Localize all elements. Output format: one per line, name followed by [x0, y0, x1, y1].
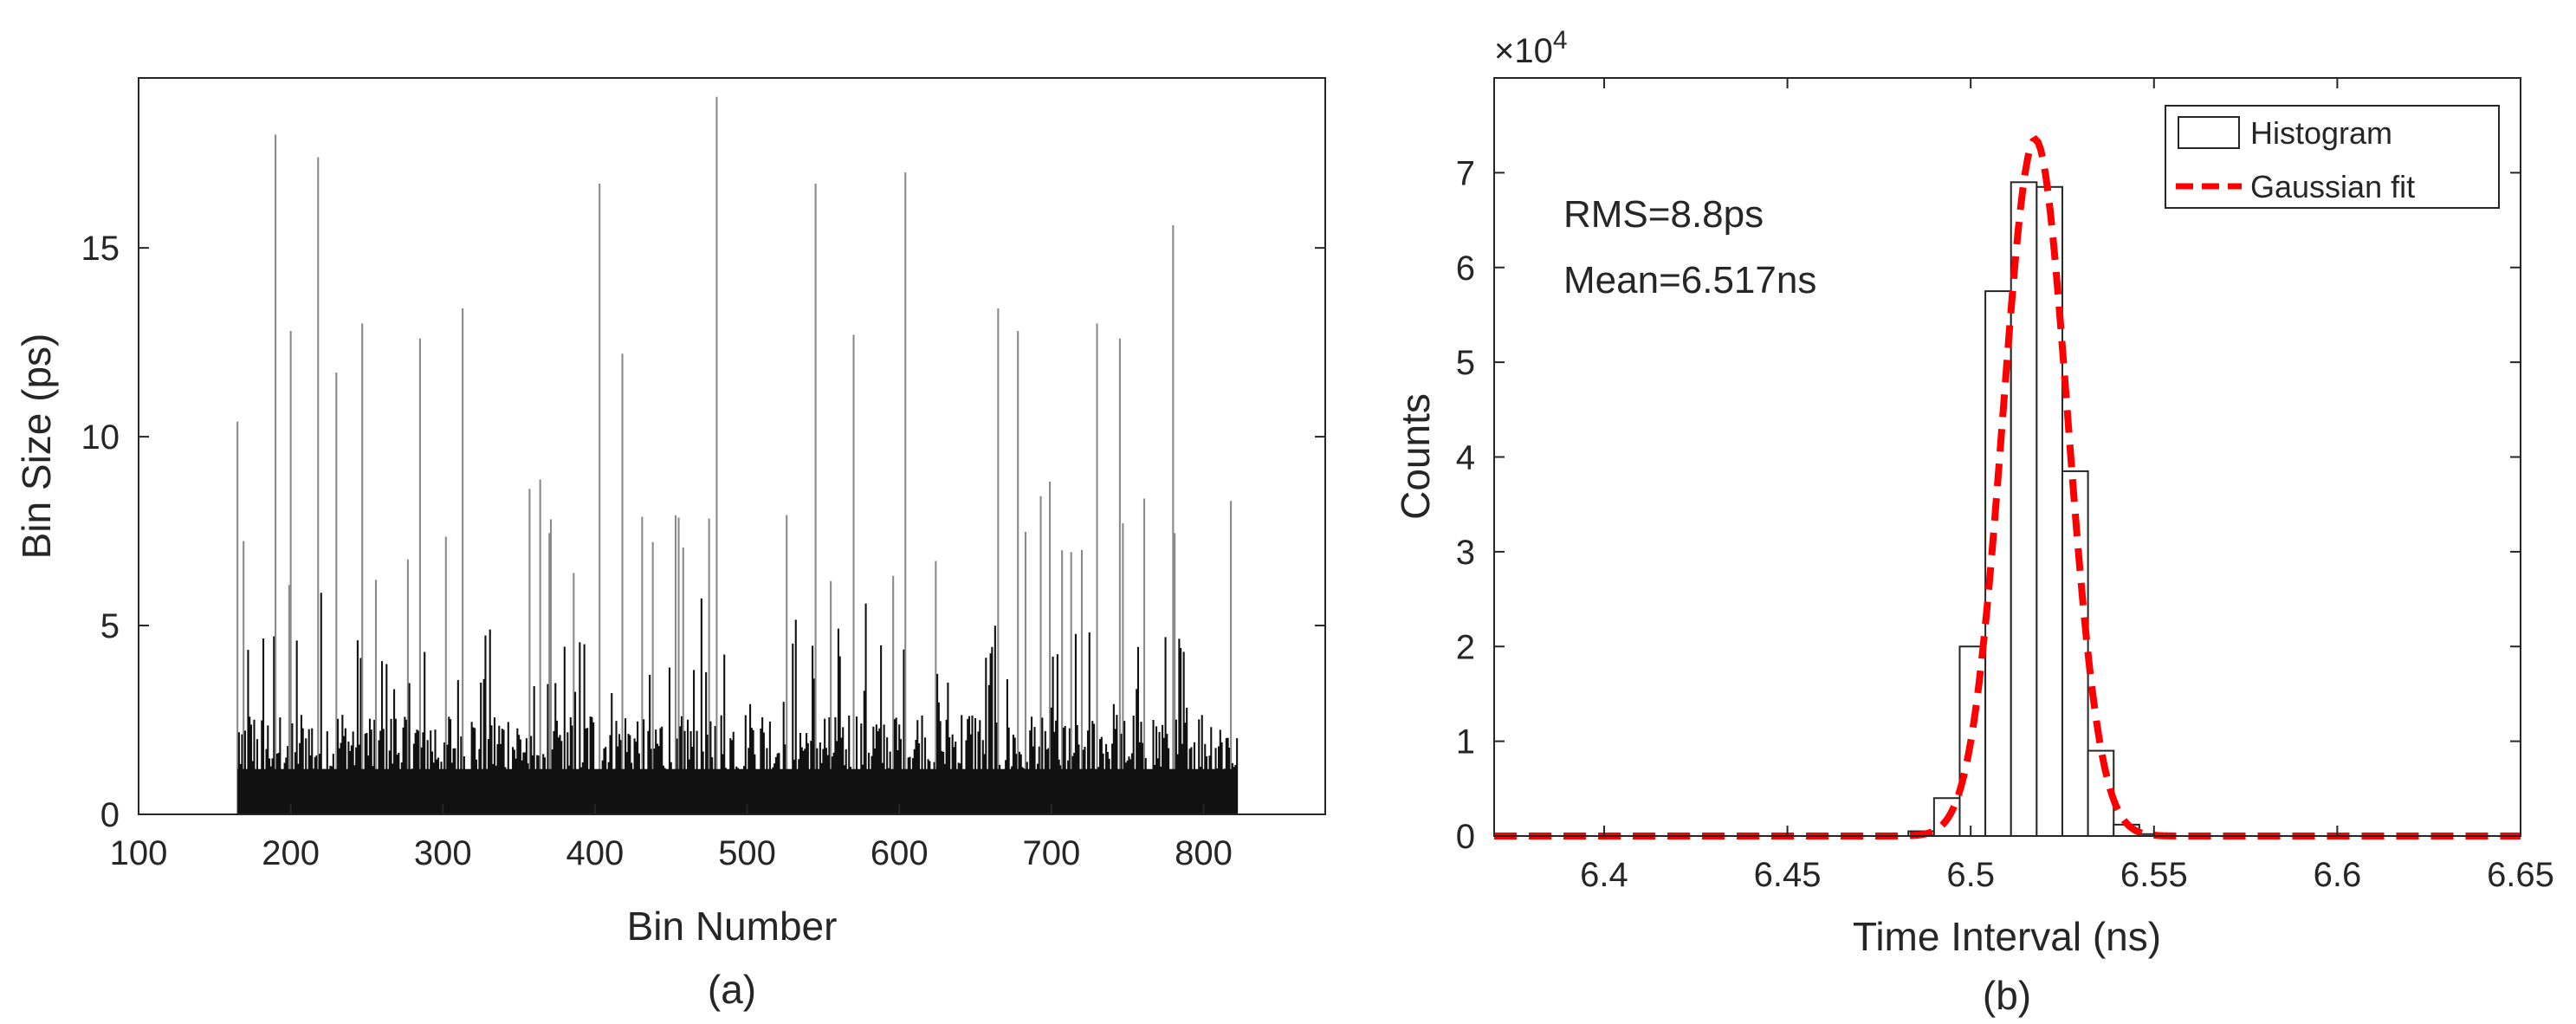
y-tick-label: 10: [81, 418, 120, 457]
y-tick-label: 5: [100, 607, 120, 645]
y-tick-label: 4: [1456, 439, 1475, 477]
y-tick-label: 6: [1456, 250, 1475, 288]
panel-b-y-multiplier-base: ×10: [1494, 32, 1553, 70]
panel-b-y-multiplier-exponent: 4: [1553, 26, 1568, 55]
legend-gaussian-fit-label: Gaussian fit: [2250, 169, 2415, 204]
panel-b-legend: Histogram Gaussian fit: [2165, 105, 2500, 209]
panel-b-x-axis-label: Time Interval (ns): [1853, 914, 2161, 959]
y-tick-label: 7: [1456, 154, 1475, 192]
panel-a-caption: (a): [708, 967, 756, 1012]
panel-a-plot-background: [139, 78, 1325, 814]
x-tick-label: 600: [871, 834, 929, 872]
y-tick-label: 0: [100, 796, 120, 834]
x-tick-label: 100: [110, 834, 168, 872]
x-tick-label: 300: [414, 834, 472, 872]
panel-a-axes-box: [138, 77, 1326, 815]
panel-b-rms-annotation: RMS=8.8ps: [1563, 193, 1764, 236]
x-tick-label: 6.6: [2314, 856, 2362, 894]
x-tick-label: 200: [262, 834, 320, 872]
x-tick-label: 6.55: [2120, 856, 2188, 894]
x-tick-label: 400: [566, 834, 625, 872]
x-tick-label: 6.45: [1754, 856, 1822, 894]
panel-a-bin-size-chart: 100 200 300 400 500 600 700 800 0 5 10 15 Bin Numb…: [14, 77, 1326, 1012]
panel-b-x-ticks: 6.4 6.45 6.5 6.55 6.6 6.65: [1580, 78, 2554, 894]
x-tick-label: 700: [1022, 834, 1080, 872]
x-tick-label: 800: [1175, 834, 1233, 872]
y-tick-label: 2: [1456, 628, 1475, 666]
y-tick-label: 15: [81, 230, 120, 268]
panel-a-y-ticks: 0 5 10 15: [81, 230, 1325, 834]
panel-b-mean-annotation: Mean=6.517ns: [1563, 259, 1816, 301]
panel-b-caption: (b): [1983, 973, 2031, 1018]
panel-a-x-axis-label: Bin Number: [627, 904, 838, 949]
y-tick-label: 5: [1456, 344, 1475, 382]
y-tick-label: 1: [1456, 723, 1475, 762]
legend-histogram-label: Histogram: [2250, 115, 2392, 151]
panel-a-y-axis-label: Bin Size (ps): [14, 334, 59, 560]
histogram-bar: [2010, 181, 2038, 837]
x-tick-label: 6.65: [2487, 856, 2554, 894]
x-tick-label: 500: [718, 834, 776, 872]
y-tick-label: 0: [1456, 818, 1475, 856]
legend-histogram-swatch: [2178, 116, 2240, 149]
bin-bar-base: [237, 768, 1238, 814]
x-tick-label: 6.5: [1946, 856, 1995, 894]
panel-a-bars: [236, 96, 1239, 814]
panel-a-x-ticks: 100 200 300 400 500 600 700 800: [110, 804, 1233, 872]
x-tick-label: 6.4: [1580, 856, 1628, 894]
y-tick-label: 3: [1456, 534, 1475, 572]
panel-b-y-ticks: 0 1 2 3 4 5 6 7: [1456, 154, 2521, 856]
panel-b-y-multiplier: ×104: [1494, 26, 1568, 70]
panel-b-y-axis-label: Counts: [1393, 393, 1438, 520]
